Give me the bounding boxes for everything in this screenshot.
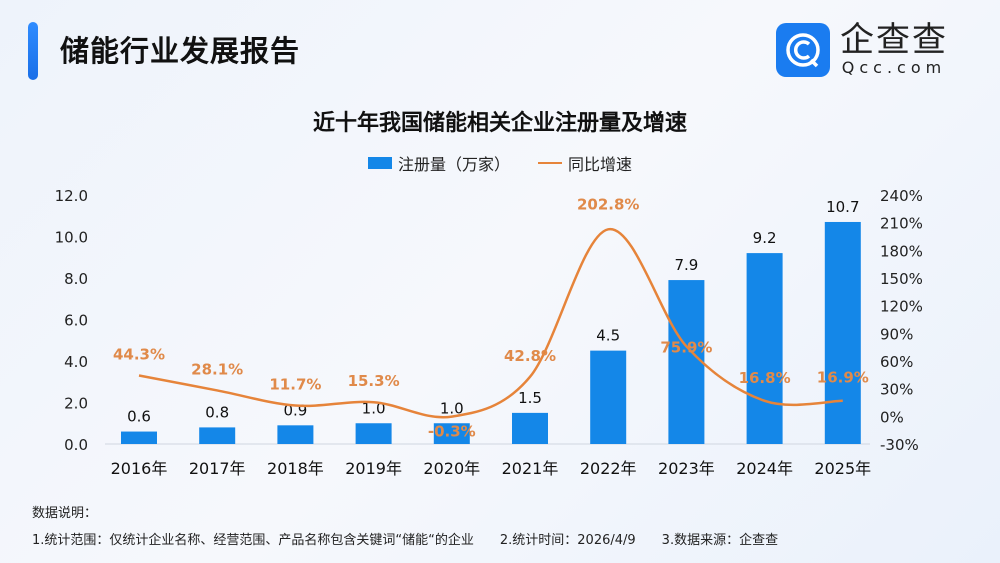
logo-cn: 企查查 [840,20,948,60]
x-tick: 2021年 [502,459,559,478]
bar [512,412,548,444]
growth-label: 16.9% [817,369,869,387]
x-tick: 2019年 [345,459,402,478]
bar [277,425,314,444]
legend-bar: 注册量（万家） [367,151,510,175]
x-tick: 2020年 [423,459,480,478]
growth-label: 202.8% [577,195,639,213]
y-left-tick: 4.0 [64,353,88,371]
x-tick: 2016年 [111,459,168,478]
legend-line-label: 同比增速 [568,155,633,174]
bar [590,350,627,444]
y-right-tick: 60% [880,353,913,371]
legend-bar-swatch [367,157,392,169]
y-right-tick: 180% [880,242,923,260]
growth-label: 16.8% [739,369,791,387]
note-1: 1.统计范围：仅统计企业名称、经营范围、产品名称包含关键词“储能“的企业 [32,533,474,548]
y-left-tick: 8.0 [64,270,88,288]
legend-line: 同比增速 [538,151,632,175]
x-tick: 2022年 [580,459,637,478]
logo-en: Qcc.com [841,58,947,77]
notes: 数据说明： 1.统计范围：仅统计企业名称、经营范围、产品名称包含关键词“储能“的… [32,500,804,554]
growth-label: 75.9% [660,338,712,356]
growth-label: 42.8% [504,347,556,365]
growth-label: -0.3% [428,423,476,441]
y-right-tick: 210% [880,215,923,233]
bar [121,431,157,444]
y-left-tick: 2.0 [64,395,88,413]
growth-label: 44.3% [113,345,165,363]
note-2: 2.统计时间：2026/4/9 [499,533,636,548]
x-tick: 2025年 [814,459,871,478]
qcc-logo: 企查查 Qcc.com [776,22,948,77]
title-accent [28,22,38,80]
bar-label: 4.5 [596,327,620,345]
bar [433,423,470,444]
y-left-tick: 0.0 [64,436,88,454]
y-right-tick: 240% [880,187,923,205]
y-right-tick: 150% [880,270,923,288]
notes-heading: 数据说明： [32,506,98,521]
bar [824,221,861,444]
bar-label: 1.5 [518,389,542,407]
growth-line [138,228,843,419]
qcc-logo-icon [776,22,830,77]
y-left-tick: 6.0 [64,312,88,330]
bar-label: 10.7 [826,198,859,216]
legend: 注册量（万家） 同比增速 [0,151,1000,175]
y-left-tick: 10.0 [55,229,88,247]
bar-label: 0.8 [205,403,229,421]
y-right-tick: 120% [880,298,923,316]
growth-label: 11.7% [269,376,321,394]
page-title: 储能行业发展报告 [60,34,301,68]
y-right-tick: 30% [880,381,913,399]
growth-label: 28.1% [191,360,243,378]
chart-title: 近十年我国储能相关企业注册量及增速 [312,111,687,136]
note-3: 3.数据来源：企查查 [661,533,779,548]
bar [668,280,705,444]
bar [746,253,783,444]
x-tick: 2023年 [658,459,715,478]
y-right-tick: 90% [880,325,913,343]
bar-label: 1.0 [440,399,464,417]
bar-label: 9.2 [753,229,777,247]
bar [199,427,236,444]
bar-label: 0.6 [127,408,151,426]
y-right-tick: -30% [880,436,919,454]
bar-label: 7.9 [674,256,698,274]
legend-bar-label: 注册量（万家） [397,155,510,174]
growth-label: 15.3% [348,372,400,390]
x-tick: 2018年 [267,459,324,478]
y-right-tick: 0% [880,408,904,426]
x-tick: 2024年 [736,459,793,478]
legend-line-swatch [538,162,562,164]
y-left-tick: 12.0 [55,187,88,205]
x-tick: 2017年 [189,459,246,478]
bar [355,423,392,444]
